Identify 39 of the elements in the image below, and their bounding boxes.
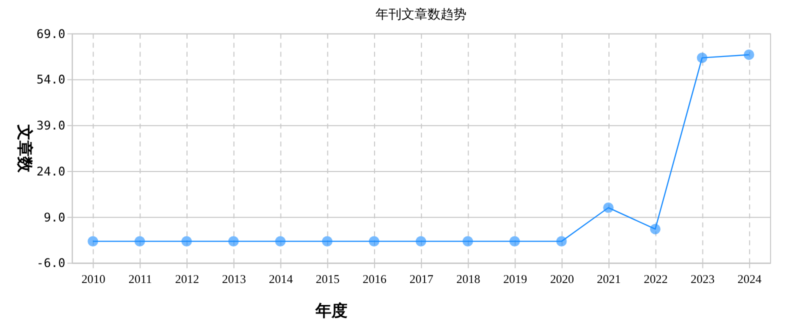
point	[134, 236, 145, 247]
x-tick-label: 2020	[550, 272, 574, 286]
y-tick-label: 69.0	[36, 26, 66, 41]
point	[322, 236, 332, 247]
x-tick-label: 2010	[81, 272, 106, 286]
point	[744, 50, 754, 60]
point	[509, 236, 520, 247]
point	[88, 236, 98, 247]
x-tick-label: 2015	[316, 272, 340, 286]
y-tick-label: 9.0	[44, 210, 66, 224]
point	[556, 236, 567, 247]
x-tick-label: 2018	[456, 272, 480, 286]
x-tick-label: 2021	[596, 272, 621, 286]
y-tick-label: -6.0	[36, 256, 66, 270]
y-tick-label: 39.0	[36, 118, 66, 133]
point	[416, 236, 426, 247]
x-tick-label: 2013	[222, 272, 246, 286]
x-tick-label: 2022	[644, 272, 668, 286]
x-axis-title: 年度	[314, 301, 348, 320]
x-tick-label: 2014	[268, 272, 293, 286]
y-tick-label: 54.0	[36, 72, 66, 87]
x-tick-label: 2024	[738, 272, 762, 286]
chart-title: 年刊文章数趋势	[375, 6, 466, 22]
point	[650, 224, 660, 234]
point	[228, 236, 239, 247]
point	[181, 236, 192, 247]
y-tick-label: 24.0	[36, 164, 66, 178]
x-tick-label: 2011	[128, 272, 152, 286]
x-tick-label: 2017	[409, 272, 434, 286]
point	[603, 202, 614, 213]
point	[275, 236, 286, 247]
point	[696, 52, 708, 64]
x-tick-label: 2019	[503, 272, 528, 286]
point	[368, 236, 380, 247]
x-tick-label: 2016	[362, 272, 387, 286]
point	[462, 236, 474, 247]
y-axis-title: 文章数	[15, 124, 34, 174]
x-tick-label: 2023	[690, 272, 715, 286]
x-tick-label: 2012	[175, 272, 200, 286]
